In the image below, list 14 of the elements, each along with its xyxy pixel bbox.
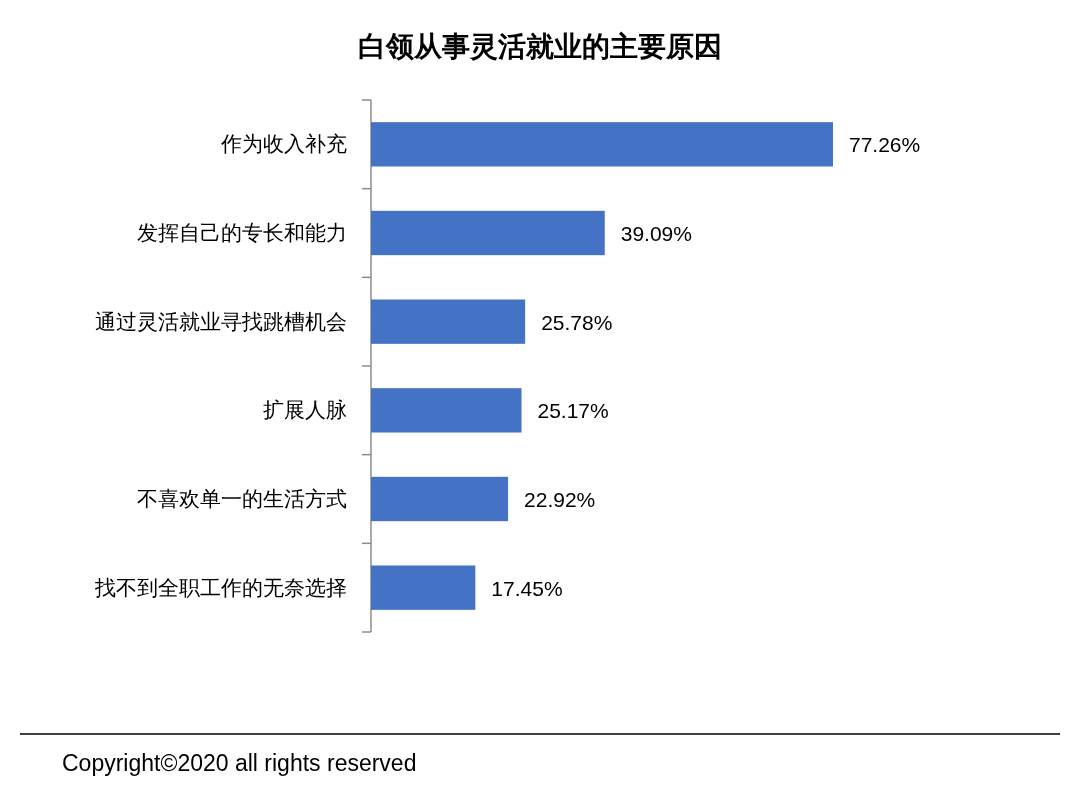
value-label: 22.92% [524,488,596,511]
category-label: 作为收入补充 [221,132,347,156]
category-label: 通过灵活就业寻找跳槽机会 [95,309,347,333]
annotation: Copyright©2020 all rights reserved [62,750,417,776]
category-label: 不喜欢单一的生活方式 [137,487,347,510]
value-label: 25.78% [541,310,613,334]
title: 白领从事灵活就业的主要原因 [358,31,722,62]
value-label: 39.09% [620,222,692,245]
value-label: 77.26% [849,133,921,157]
category-label: 扩展人脉 [263,398,347,422]
category-label: 发挥自己的专长和能力 [137,221,347,244]
value-label: 17.45% [491,576,563,600]
category-label: 找不到全职工作的无奈选择 [95,575,347,599]
value-label: 25.17% [537,399,609,423]
